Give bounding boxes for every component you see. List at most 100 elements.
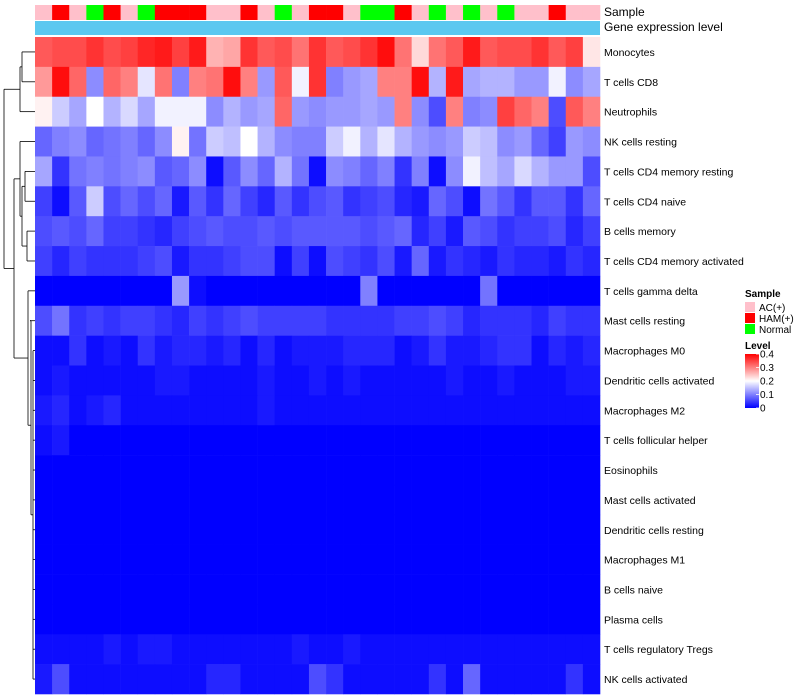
heatmap-cell bbox=[35, 335, 53, 366]
heatmap-cell bbox=[52, 186, 70, 217]
heatmap-cell bbox=[154, 66, 173, 98]
heatmap-cell bbox=[497, 484, 515, 516]
heatmap-cell bbox=[69, 455, 87, 486]
heatmap-cell bbox=[154, 96, 173, 127]
heatmap-cell bbox=[291, 96, 310, 127]
heatmap-cell bbox=[445, 66, 464, 98]
heatmap-cell bbox=[223, 395, 241, 426]
annotation-tracks: Sample Gene expression level bbox=[35, 5, 723, 35]
heatmap-cell bbox=[445, 395, 464, 426]
heatmap-cell bbox=[223, 365, 241, 396]
heatmap-cell bbox=[463, 365, 481, 396]
heatmap-cell bbox=[189, 365, 207, 396]
heatmap-cell bbox=[360, 425, 378, 456]
heatmap-cell bbox=[377, 365, 395, 396]
heatmap-cell bbox=[514, 66, 532, 98]
heatmap-cell bbox=[343, 126, 361, 157]
heatmap-cell bbox=[35, 574, 53, 605]
heatmap-cell bbox=[480, 514, 498, 545]
heatmap-cell bbox=[514, 634, 532, 665]
heatmap-cell bbox=[171, 96, 190, 127]
heatmap-cell bbox=[411, 216, 430, 247]
level-legend-label: 0.1 bbox=[760, 390, 774, 401]
heatmap-cell bbox=[411, 305, 430, 336]
heatmap-cell bbox=[514, 484, 532, 516]
heatmap-cell bbox=[565, 574, 584, 605]
heatmap-cell bbox=[445, 275, 464, 307]
heatmap-cell bbox=[497, 305, 515, 336]
heatmap-cell bbox=[189, 305, 207, 336]
heatmap-cell bbox=[257, 455, 275, 486]
heatmap-cell bbox=[35, 216, 53, 247]
heatmap-cell bbox=[377, 126, 395, 157]
sample-annotation-cell bbox=[582, 5, 601, 20]
heatmap-cell bbox=[463, 634, 481, 665]
heatmap-cell bbox=[137, 186, 156, 217]
heatmap-cell bbox=[120, 305, 139, 336]
heatmap-cell bbox=[377, 335, 395, 366]
heatmap-cell bbox=[326, 664, 344, 695]
heatmap-cell bbox=[103, 395, 121, 426]
heatmap-cell bbox=[480, 66, 498, 98]
heatmap-cell bbox=[223, 544, 241, 575]
heatmap-cell bbox=[480, 37, 498, 68]
sample-legend-label: Normal bbox=[759, 325, 791, 336]
heatmap-cell bbox=[548, 126, 567, 157]
heatmap-cell bbox=[223, 574, 241, 605]
heatmap-cell bbox=[445, 544, 464, 575]
heatmap-cell bbox=[445, 484, 464, 516]
heatmap-cell bbox=[291, 664, 310, 695]
heatmap-cell bbox=[411, 455, 430, 486]
heatmap-cell bbox=[360, 395, 378, 426]
heatmap-cell bbox=[411, 37, 430, 68]
heatmap-cell bbox=[137, 365, 156, 396]
heatmap-cell bbox=[308, 425, 327, 456]
heatmap-cell bbox=[35, 484, 53, 516]
heatmap-cell bbox=[497, 574, 515, 605]
heatmap-cell bbox=[120, 335, 139, 366]
heatmap-cell bbox=[35, 305, 53, 336]
heatmap-cell bbox=[257, 66, 275, 98]
heatmap-cell bbox=[411, 664, 430, 695]
heatmap-cell bbox=[291, 425, 310, 456]
sample-annotation-cell bbox=[565, 5, 584, 20]
heatmap-cell bbox=[445, 574, 464, 605]
heatmap-cell bbox=[291, 514, 310, 545]
heatmap-cell bbox=[377, 455, 395, 486]
heatmap-cell bbox=[189, 186, 207, 217]
heatmap-cell bbox=[411, 604, 430, 635]
heatmap-cell bbox=[463, 514, 481, 545]
heatmap-cell bbox=[120, 37, 139, 68]
heatmap-cell bbox=[582, 455, 601, 486]
heatmap-cell bbox=[428, 186, 447, 217]
heatmap-cell bbox=[531, 66, 549, 98]
heatmap-cell bbox=[120, 126, 139, 157]
heatmap-cell bbox=[565, 664, 584, 695]
heatmap-cell bbox=[223, 335, 241, 366]
heatmap-cell bbox=[171, 455, 190, 486]
heatmap-cell bbox=[52, 156, 70, 187]
heatmap-cell bbox=[326, 425, 344, 456]
heatmap-cell bbox=[291, 246, 310, 277]
heatmap-cell bbox=[154, 455, 173, 486]
heatmap-cell bbox=[171, 66, 190, 98]
heatmap-cell bbox=[103, 186, 121, 217]
heatmap-cell bbox=[343, 634, 361, 665]
sample-annotation-cell bbox=[103, 5, 121, 20]
heatmap-cell bbox=[377, 37, 395, 68]
heatmap-cell bbox=[274, 305, 293, 336]
heatmap-cell bbox=[69, 395, 87, 426]
heatmap-cell bbox=[291, 66, 310, 98]
heatmap-cell bbox=[52, 275, 70, 307]
heatmap-cell bbox=[69, 514, 87, 545]
heatmap-cell bbox=[120, 604, 139, 635]
heatmap-cell bbox=[35, 455, 53, 486]
heatmap-cell bbox=[52, 365, 70, 396]
heatmap-cell bbox=[206, 634, 224, 665]
heatmap-cell bbox=[565, 365, 584, 396]
heatmap-cell bbox=[463, 246, 481, 277]
heatmap-cell bbox=[343, 156, 361, 187]
heatmap-cell bbox=[257, 365, 275, 396]
heatmap-cell bbox=[257, 186, 275, 217]
heatmap-cell bbox=[103, 484, 121, 516]
